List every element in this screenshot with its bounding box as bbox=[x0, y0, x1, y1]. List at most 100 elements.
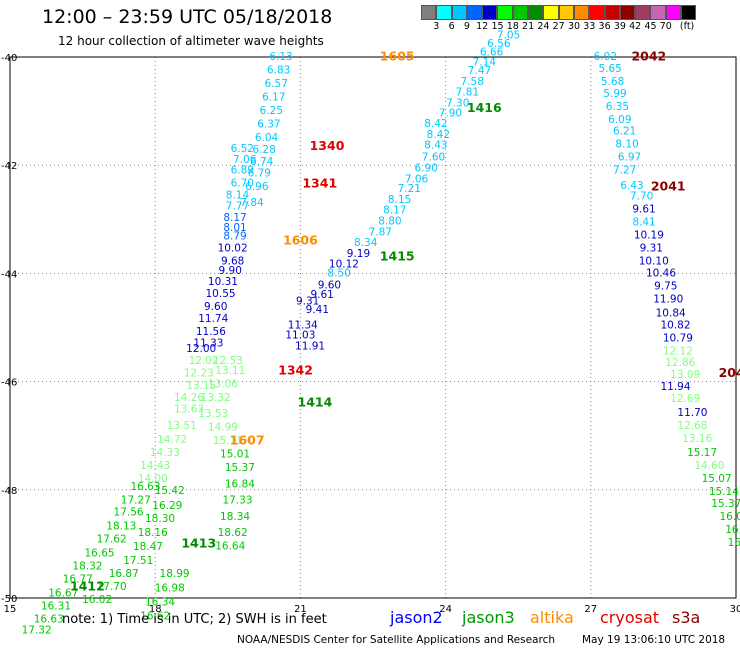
wave-height-value: 6.04 bbox=[255, 132, 279, 144]
wave-height-value: 12.02 bbox=[189, 355, 219, 367]
wave-height-value: 12.53 bbox=[213, 355, 243, 367]
wave-height-value: 16.63 bbox=[34, 614, 64, 626]
wave-height-value: 17.32 bbox=[22, 624, 52, 636]
track-time-label: 1413 bbox=[181, 535, 216, 550]
wave-height-value: 13.51 bbox=[167, 420, 197, 432]
wave-height-value: 16. bbox=[728, 537, 740, 549]
wave-height-value: 14.33 bbox=[150, 447, 180, 459]
wave-height-value: 5.99 bbox=[603, 88, 626, 100]
wave-height-value: 15.01 bbox=[220, 449, 250, 461]
footer-timestamp: May 19 13:06:10 UTC 2018 bbox=[582, 634, 726, 646]
wave-height-value: 11.33 bbox=[193, 338, 223, 350]
x-tick-label: 15 bbox=[4, 604, 17, 615]
colorbar-label: 21 bbox=[522, 21, 535, 32]
y-tick-label: -46 bbox=[1, 378, 17, 389]
wave-height-value: 6.35 bbox=[606, 101, 629, 113]
track-time-label: 1340 bbox=[310, 138, 345, 153]
wave-height-value: 8.79 bbox=[223, 231, 246, 243]
y-tick-label: -48 bbox=[1, 486, 17, 497]
y-tick-label: -40 bbox=[1, 53, 17, 64]
colorbar-label: 36 bbox=[598, 21, 611, 32]
wave-height-value: 7.14 bbox=[473, 56, 497, 68]
x-tick-label: 18 bbox=[149, 604, 162, 615]
wave-height-value: 14.99 bbox=[208, 422, 238, 434]
wave-height-value: 11.94 bbox=[660, 381, 690, 393]
wave-height-value: 17.56 bbox=[114, 507, 144, 519]
y-tick-label: -44 bbox=[1, 269, 17, 280]
colorbar-swatch bbox=[466, 5, 483, 20]
wave-height-value: 10.79 bbox=[663, 332, 693, 344]
colorbar-label: 6 bbox=[448, 21, 455, 32]
colorbar-label: 27 bbox=[552, 21, 565, 32]
wave-height-value: 12.86 bbox=[665, 357, 695, 369]
wave-height-value: 8.34 bbox=[354, 237, 378, 249]
wave-height-value: 8.17 bbox=[383, 205, 406, 217]
wave-height-value: 18.32 bbox=[72, 561, 102, 573]
page-title: 12:00 – 23:59 UTC 05/18/2018 bbox=[42, 6, 333, 28]
wave-height-value: 12.00 bbox=[186, 343, 216, 355]
colorbar-labels: 3 6 9 12 15 18 21 24 27 30 33 36 39 42 45 70 (ft) bbox=[421, 21, 740, 35]
wave-height-value: 17.27 bbox=[121, 495, 151, 507]
colorbar-label: 33 bbox=[583, 21, 596, 32]
wave-height-value: 14.00 bbox=[138, 473, 168, 485]
wave-height-value: 6.43 bbox=[620, 180, 643, 192]
wave-height-value: 9.31 bbox=[640, 243, 663, 255]
wave-height-value: 9.68 bbox=[221, 255, 244, 267]
wave-height-value: 10.31 bbox=[208, 276, 238, 288]
track-time-label: 1342 bbox=[278, 362, 313, 377]
wave-height-value: 12.68 bbox=[677, 420, 707, 432]
wave-height-value: 13.32 bbox=[201, 392, 231, 404]
wave-height-value: 9.90 bbox=[219, 265, 242, 277]
colorbar-swatch bbox=[589, 5, 605, 20]
colorbar-swatch bbox=[528, 5, 544, 20]
wave-height-value: 7.30 bbox=[446, 98, 469, 110]
x-tick-label: 30 bbox=[730, 604, 740, 615]
colorbar-label: (ft) bbox=[679, 21, 695, 32]
wave-height-value: 16.29 bbox=[152, 500, 182, 512]
wave-height-value: 18.99 bbox=[160, 568, 190, 580]
wave-height-colorbar bbox=[421, 5, 697, 20]
wave-height-value: 9.19 bbox=[347, 248, 370, 260]
wave-height-value: 6.74 bbox=[250, 156, 274, 168]
wave-height-value: 17.62 bbox=[97, 534, 127, 546]
wave-height-value: 7.87 bbox=[369, 226, 392, 238]
wave-height-value: 10.12 bbox=[329, 259, 359, 271]
wave-height-value: 15.07 bbox=[702, 473, 732, 485]
wave-height-value: 7.77 bbox=[226, 200, 249, 212]
colorbar-swatch bbox=[497, 5, 513, 20]
colorbar-swatch bbox=[451, 5, 467, 20]
page-subtitle: 12 hour collection of altimeter wave hei… bbox=[58, 34, 324, 48]
wave-height-value: 7.06 bbox=[233, 154, 257, 166]
colorbar-swatch bbox=[421, 5, 437, 20]
wave-height-value: 10.82 bbox=[660, 319, 690, 331]
wave-height-value: 11.91 bbox=[295, 340, 325, 352]
wave-height-value: 7.70 bbox=[630, 191, 653, 203]
axis-ticks: 15 18 21 24 27 30 -40 -42 -44 -46 -48 -50 bbox=[1, 53, 740, 615]
wave-height-value: 16.31 bbox=[41, 601, 71, 613]
wave-height-value: 6.17 bbox=[262, 92, 285, 104]
wave-height-value: 18.47 bbox=[133, 541, 163, 553]
colorbar-label: 12 bbox=[476, 21, 489, 32]
wave-height-value: 5.65 bbox=[598, 63, 621, 75]
wave-height-value: 8.10 bbox=[615, 139, 638, 151]
wave-height-value: 6.57 bbox=[265, 78, 288, 90]
wave-height-value: 8.50 bbox=[327, 267, 350, 279]
mission-s3a: s3a bbox=[672, 608, 701, 627]
x-tick-label: 24 bbox=[439, 604, 452, 615]
wave-height-value: 5.68 bbox=[601, 76, 624, 88]
mission-jason2: jason2 bbox=[390, 608, 443, 627]
colorbar-swatch bbox=[543, 5, 559, 20]
wave-height-value: 16.63 bbox=[130, 481, 160, 493]
colorbar-label: 39 bbox=[613, 21, 626, 32]
colorbar-swatch bbox=[681, 5, 697, 20]
colorbar-label: 45 bbox=[644, 21, 657, 32]
wave-height-value: 16.02 bbox=[82, 594, 112, 606]
data-points: 6.136.836.576.176.256.376.046.526.287.06… bbox=[22, 29, 740, 636]
colorbar-label: 30 bbox=[567, 21, 581, 32]
wave-height-value: 10.55 bbox=[206, 288, 236, 300]
track-time-label: 1412 bbox=[70, 579, 105, 594]
wave-height-value: 16.87 bbox=[109, 568, 139, 580]
units-note: note: 1) Time is in UTC; 2) SWH is in fe… bbox=[62, 612, 327, 627]
wave-height-value: 11.70 bbox=[677, 407, 707, 419]
